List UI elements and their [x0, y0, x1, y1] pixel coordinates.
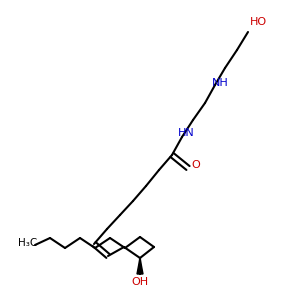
Text: H₃C: H₃C: [18, 238, 38, 248]
Polygon shape: [137, 258, 143, 274]
Text: NH: NH: [212, 78, 228, 88]
Text: HN: HN: [178, 128, 194, 138]
Text: HO: HO: [249, 17, 267, 27]
Text: OH: OH: [131, 277, 148, 287]
Text: O: O: [192, 160, 200, 170]
